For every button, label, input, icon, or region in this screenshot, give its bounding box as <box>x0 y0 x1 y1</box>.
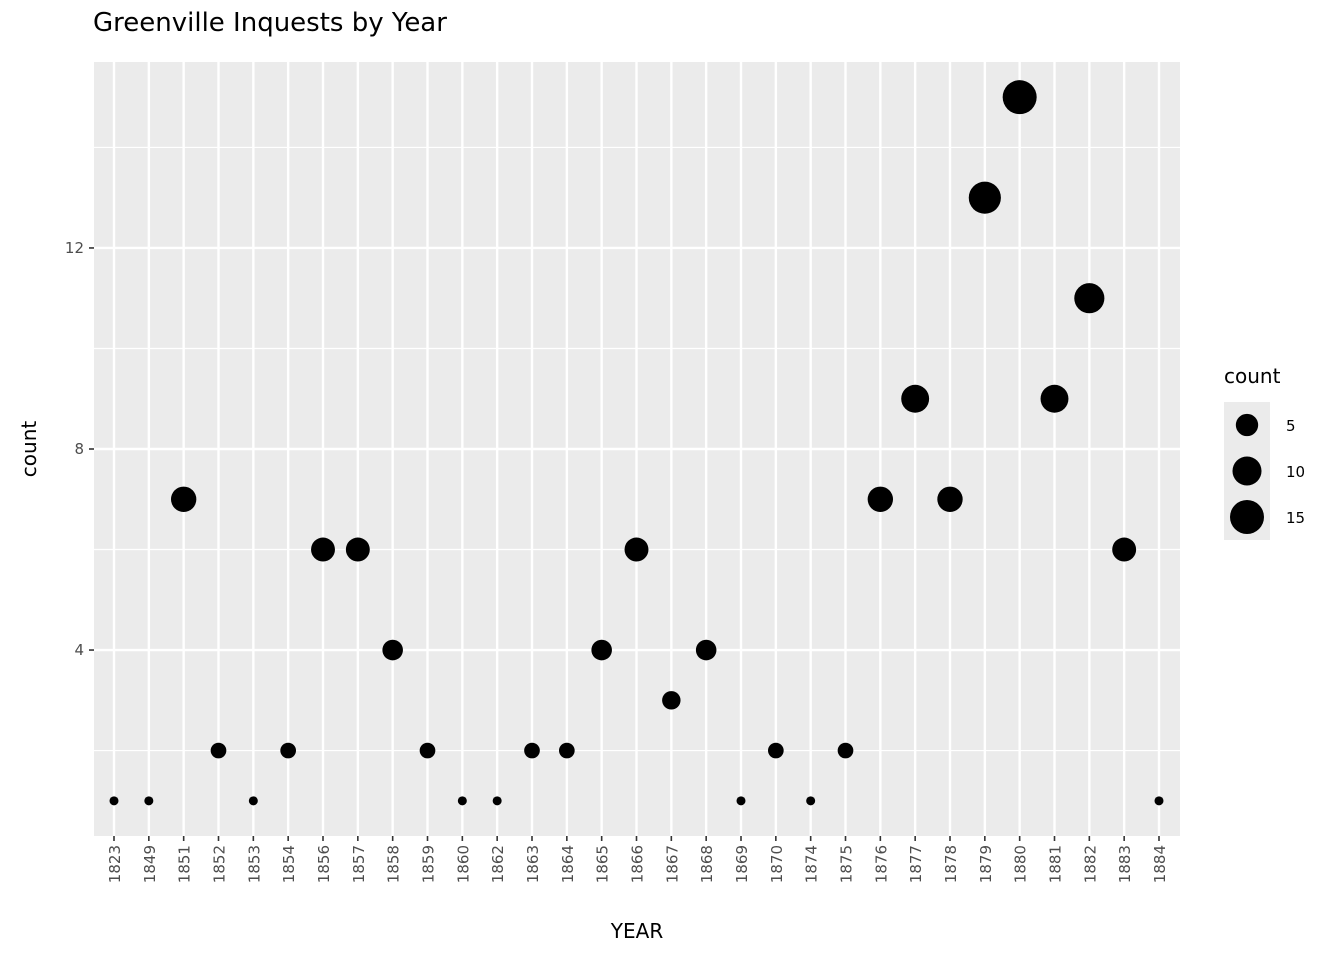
legend-symbol-15 <box>1230 500 1264 534</box>
x-tick-label: 1852 <box>211 845 229 883</box>
data-point-1882 <box>1074 283 1105 314</box>
data-point-1865 <box>591 639 612 661</box>
x-tick-label: 1864 <box>559 845 577 883</box>
major-gridlines <box>94 62 1180 836</box>
x-tick-label: 1870 <box>768 845 786 883</box>
data-point-1860 <box>457 796 467 806</box>
data-point-1858 <box>382 639 403 661</box>
x-tick-label: 1868 <box>698 845 716 883</box>
x-tick-label: 1823 <box>106 845 124 883</box>
x-tick-label: 1858 <box>385 845 403 883</box>
x-tick-label: 1857 <box>350 845 368 883</box>
x-tick-label: 1866 <box>629 845 647 883</box>
x-tick-label: 1880 <box>1012 845 1030 883</box>
data-point-1869 <box>736 796 746 806</box>
data-point-1852 <box>210 742 227 759</box>
x-tick-label: 1882 <box>1081 845 1099 883</box>
data-point-1880 <box>1002 80 1037 115</box>
y-axis-title: count <box>17 421 41 478</box>
data-point-1866 <box>624 537 649 562</box>
data-point-1849 <box>144 796 154 806</box>
x-tick-label: 1884 <box>1151 845 1169 883</box>
legend-label-10: 10 <box>1286 463 1305 481</box>
x-tick-label: 1883 <box>1116 845 1134 883</box>
x-axis-title: YEAR <box>610 919 664 943</box>
x-tick-label: 1851 <box>176 845 194 883</box>
x-tick-label: 1875 <box>838 845 856 883</box>
data-point-1879 <box>968 181 1001 214</box>
data-point-1863 <box>524 742 540 759</box>
x-tick-label: 1879 <box>977 845 995 883</box>
data-points <box>109 80 1164 806</box>
legend-label-5: 5 <box>1286 417 1296 435</box>
data-point-1864 <box>558 742 575 759</box>
x-tick-label: 1874 <box>803 845 821 883</box>
legend-symbol-10 <box>1232 456 1262 486</box>
y-tick-label: 8 <box>74 440 84 458</box>
data-point-1883 <box>1112 537 1137 562</box>
data-point-1851 <box>170 486 197 512</box>
x-tick-label: 1863 <box>524 845 542 883</box>
chart-title: Greenville Inquests by Year <box>93 8 447 38</box>
data-point-1854 <box>280 742 297 759</box>
data-point-1874 <box>806 796 816 806</box>
x-tick-label: 1862 <box>489 845 507 883</box>
data-point-1867 <box>662 691 681 710</box>
data-point-1857 <box>345 537 370 562</box>
data-point-1868 <box>695 639 717 661</box>
size-legend: count 5 10 15 <box>1224 364 1305 540</box>
legend-title: count <box>1224 364 1281 388</box>
x-tick-label: 1860 <box>454 845 472 883</box>
data-point-1870 <box>767 742 784 759</box>
y-tick-label: 4 <box>74 641 84 659</box>
y-tick-label: 12 <box>65 239 84 257</box>
x-tick-label: 1878 <box>942 845 960 883</box>
data-point-1856 <box>311 537 335 562</box>
x-axis: 1823 1849 1851 1852 1853 1854 1856 1857 1858 1859… <box>106 836 1169 883</box>
data-point-1875 <box>837 742 854 759</box>
data-point-1823 <box>109 796 119 806</box>
x-tick-label: 1869 <box>733 845 751 883</box>
x-tick-label: 1876 <box>872 845 890 883</box>
legend-label-15: 15 <box>1286 509 1305 527</box>
x-tick-label: 1867 <box>663 845 681 883</box>
x-tick-label: 1859 <box>420 845 438 883</box>
data-point-1877 <box>901 384 930 413</box>
x-tick-label: 1877 <box>907 845 925 883</box>
x-tick-label: 1853 <box>245 845 263 883</box>
x-tick-label: 1856 <box>315 845 333 883</box>
legend-symbol-5 <box>1235 413 1259 437</box>
data-point-1859 <box>419 742 436 759</box>
data-point-1881 <box>1040 384 1069 413</box>
x-tick-label: 1849 <box>141 845 159 883</box>
x-tick-label: 1865 <box>594 845 612 883</box>
data-point-1884 <box>1154 796 1164 806</box>
data-point-1876 <box>867 486 894 512</box>
y-axis: 4 8 12 <box>65 239 94 659</box>
data-point-1878 <box>937 486 963 512</box>
x-tick-label: 1881 <box>1047 845 1065 883</box>
data-point-1853 <box>248 796 258 806</box>
data-point-1862 <box>492 796 502 806</box>
x-tick-label: 1854 <box>280 845 298 883</box>
